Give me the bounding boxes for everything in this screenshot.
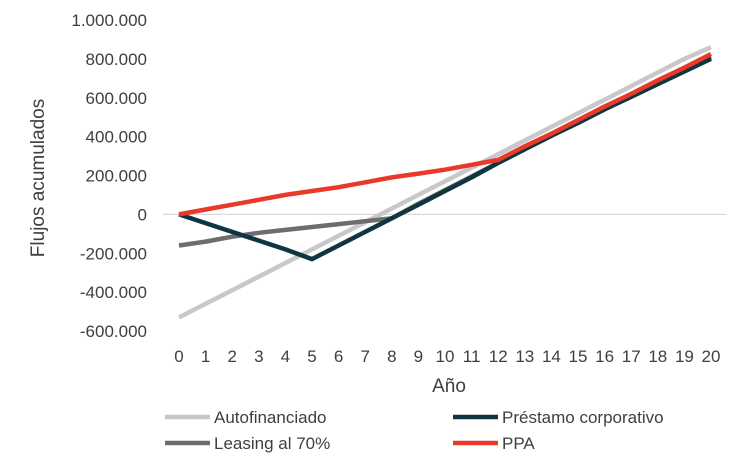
x-tick-label: 14	[542, 347, 561, 366]
legend: Autofinanciado Préstamo corporativo Leasin…	[165, 408, 664, 453]
legend-item: Leasing al 70%	[165, 434, 330, 453]
x-tick-label: 2	[227, 347, 236, 366]
x-tick-label: 10	[436, 347, 455, 366]
y-tick-label: 1.000.000	[71, 11, 147, 30]
series-line-pr-stamo-corporativo	[178, 56, 712, 262]
y-tick-label: -600.000	[80, 322, 147, 341]
y-axis-title: Flujos acumulados	[28, 99, 49, 257]
y-tick-label: 200.000	[86, 167, 147, 186]
x-tick-label: 9	[414, 347, 423, 366]
x-tick-label: 20	[702, 347, 721, 366]
y-tick-label: 400.000	[86, 128, 147, 147]
legend-item: Autofinanciado	[165, 408, 326, 427]
series-line-autofinanciado	[177, 45, 712, 320]
x-axis-title: Año	[432, 376, 466, 397]
y-tick-label: -400.000	[80, 283, 147, 302]
legend-label: PPA	[502, 434, 535, 453]
series-group	[177, 45, 713, 320]
x-tick-label: 4	[281, 347, 290, 366]
y-tick-labels: -600.000 -400.000 -200.000 0 200.000 400.000 6…	[71, 11, 147, 341]
legend-label: Autofinanciado	[214, 408, 326, 427]
x-tick-label: 12	[489, 347, 508, 366]
x-tick-label: 8	[387, 347, 396, 366]
legend-label: Leasing al 70%	[214, 434, 330, 453]
x-tick-label: 15	[569, 347, 588, 366]
x-tick-labels: 0 1 2 3 4 5 6 7 8 9 10 11 12 13 14 15 16 17 18 19 20	[174, 347, 720, 366]
legend-label: Préstamo corporativo	[502, 408, 664, 427]
y-tick-label: 600.000	[86, 89, 147, 108]
x-tick-label: 19	[675, 347, 694, 366]
x-tick-label: 1	[201, 347, 210, 366]
x-tick-label: 13	[515, 347, 534, 366]
y-tick-label: 0	[138, 205, 147, 224]
x-tick-label: 11	[463, 347, 481, 366]
x-tick-label: 3	[254, 347, 263, 366]
y-tick-label: -200.000	[80, 244, 147, 263]
x-tick-label: 7	[360, 347, 369, 366]
legend-item: Préstamo corporativo	[453, 408, 664, 427]
x-tick-label: 16	[595, 347, 614, 366]
x-tick-label: 18	[648, 347, 667, 366]
legend-item: PPA	[453, 434, 535, 453]
series-line-ppa	[178, 51, 713, 217]
x-tick-label: 17	[622, 347, 641, 366]
x-tick-label: 6	[334, 347, 343, 366]
x-tick-label: 0	[174, 347, 183, 366]
y-tick-label: 800.000	[86, 50, 147, 69]
x-tick-label: 5	[307, 347, 316, 366]
